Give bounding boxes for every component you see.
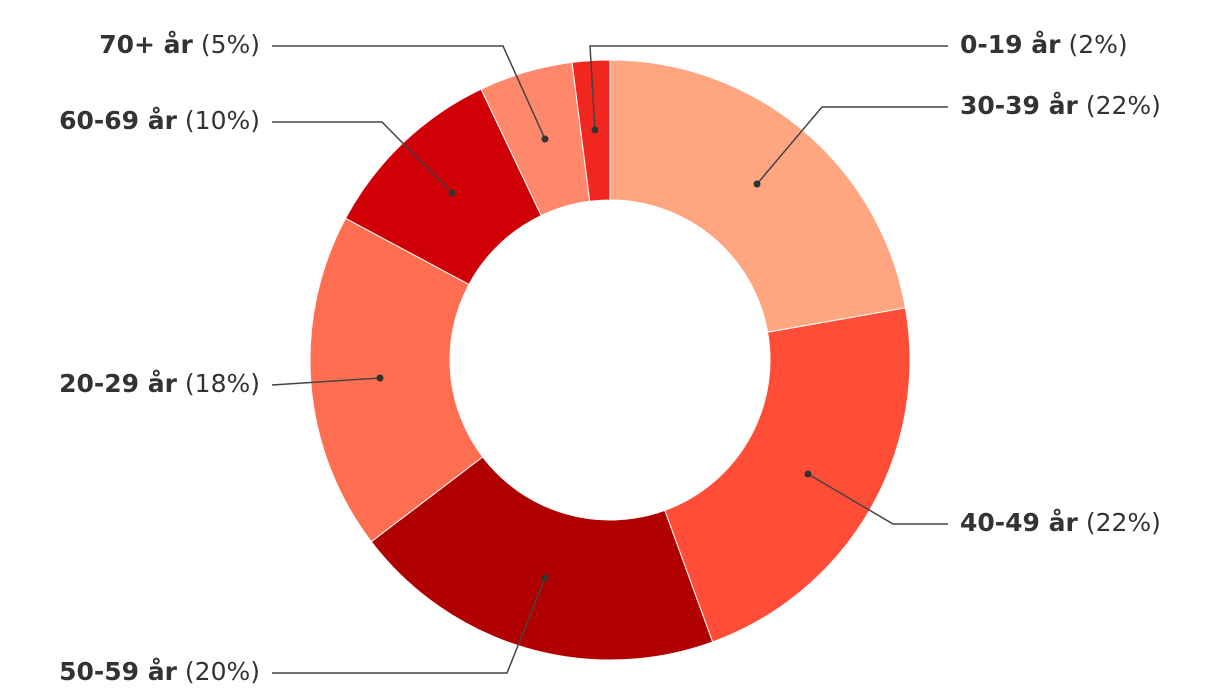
leader-dot [753,180,761,188]
value-label: (10%) [185,106,260,135]
leader-dot [541,574,549,582]
category-name: 0-19 år [960,30,1061,59]
slice-label: 50-59 år (20%) [59,657,260,686]
slice-label: 70+ år (5%) [99,30,260,59]
slice-label: 20-29 år (18%) [59,369,260,398]
value-label: (5%) [201,30,260,59]
leader-line [756,106,948,185]
value-label: (22%) [1086,91,1161,120]
leader-dot [448,189,456,197]
leader-line [272,45,546,140]
category-name: 70+ år [99,30,193,59]
category-name: 30-39 år [960,91,1079,120]
value-label: (20%) [185,657,260,686]
leader-dot [591,126,599,134]
leader-dot [376,374,384,382]
slice [309,217,484,543]
leader-line [271,377,381,386]
leader-line [807,473,948,525]
value-label: (22%) [1086,508,1161,537]
slice-label: 60-69 år (10%) [59,106,260,135]
category-name: 60-69 år [59,106,178,135]
leader-line [589,45,948,131]
slice [609,59,907,333]
value-label: (2%) [1068,30,1127,59]
leader-line [272,121,453,194]
slice-label: 40-49 år (22%) [960,508,1161,537]
leader-dot [541,135,549,143]
slice [571,59,611,202]
slice [370,456,714,661]
slice-label: 0-19 år (2%) [960,30,1128,59]
leader-line [272,577,546,674]
value-label: (18%) [185,369,260,398]
slice [664,307,911,643]
slice-label: 30-39 år (22%) [960,91,1161,120]
category-name: 20-29 år [59,369,178,398]
category-name: 40-49 år [960,508,1079,537]
leader-dot [804,470,812,478]
category-name: 50-59 år [59,657,178,686]
